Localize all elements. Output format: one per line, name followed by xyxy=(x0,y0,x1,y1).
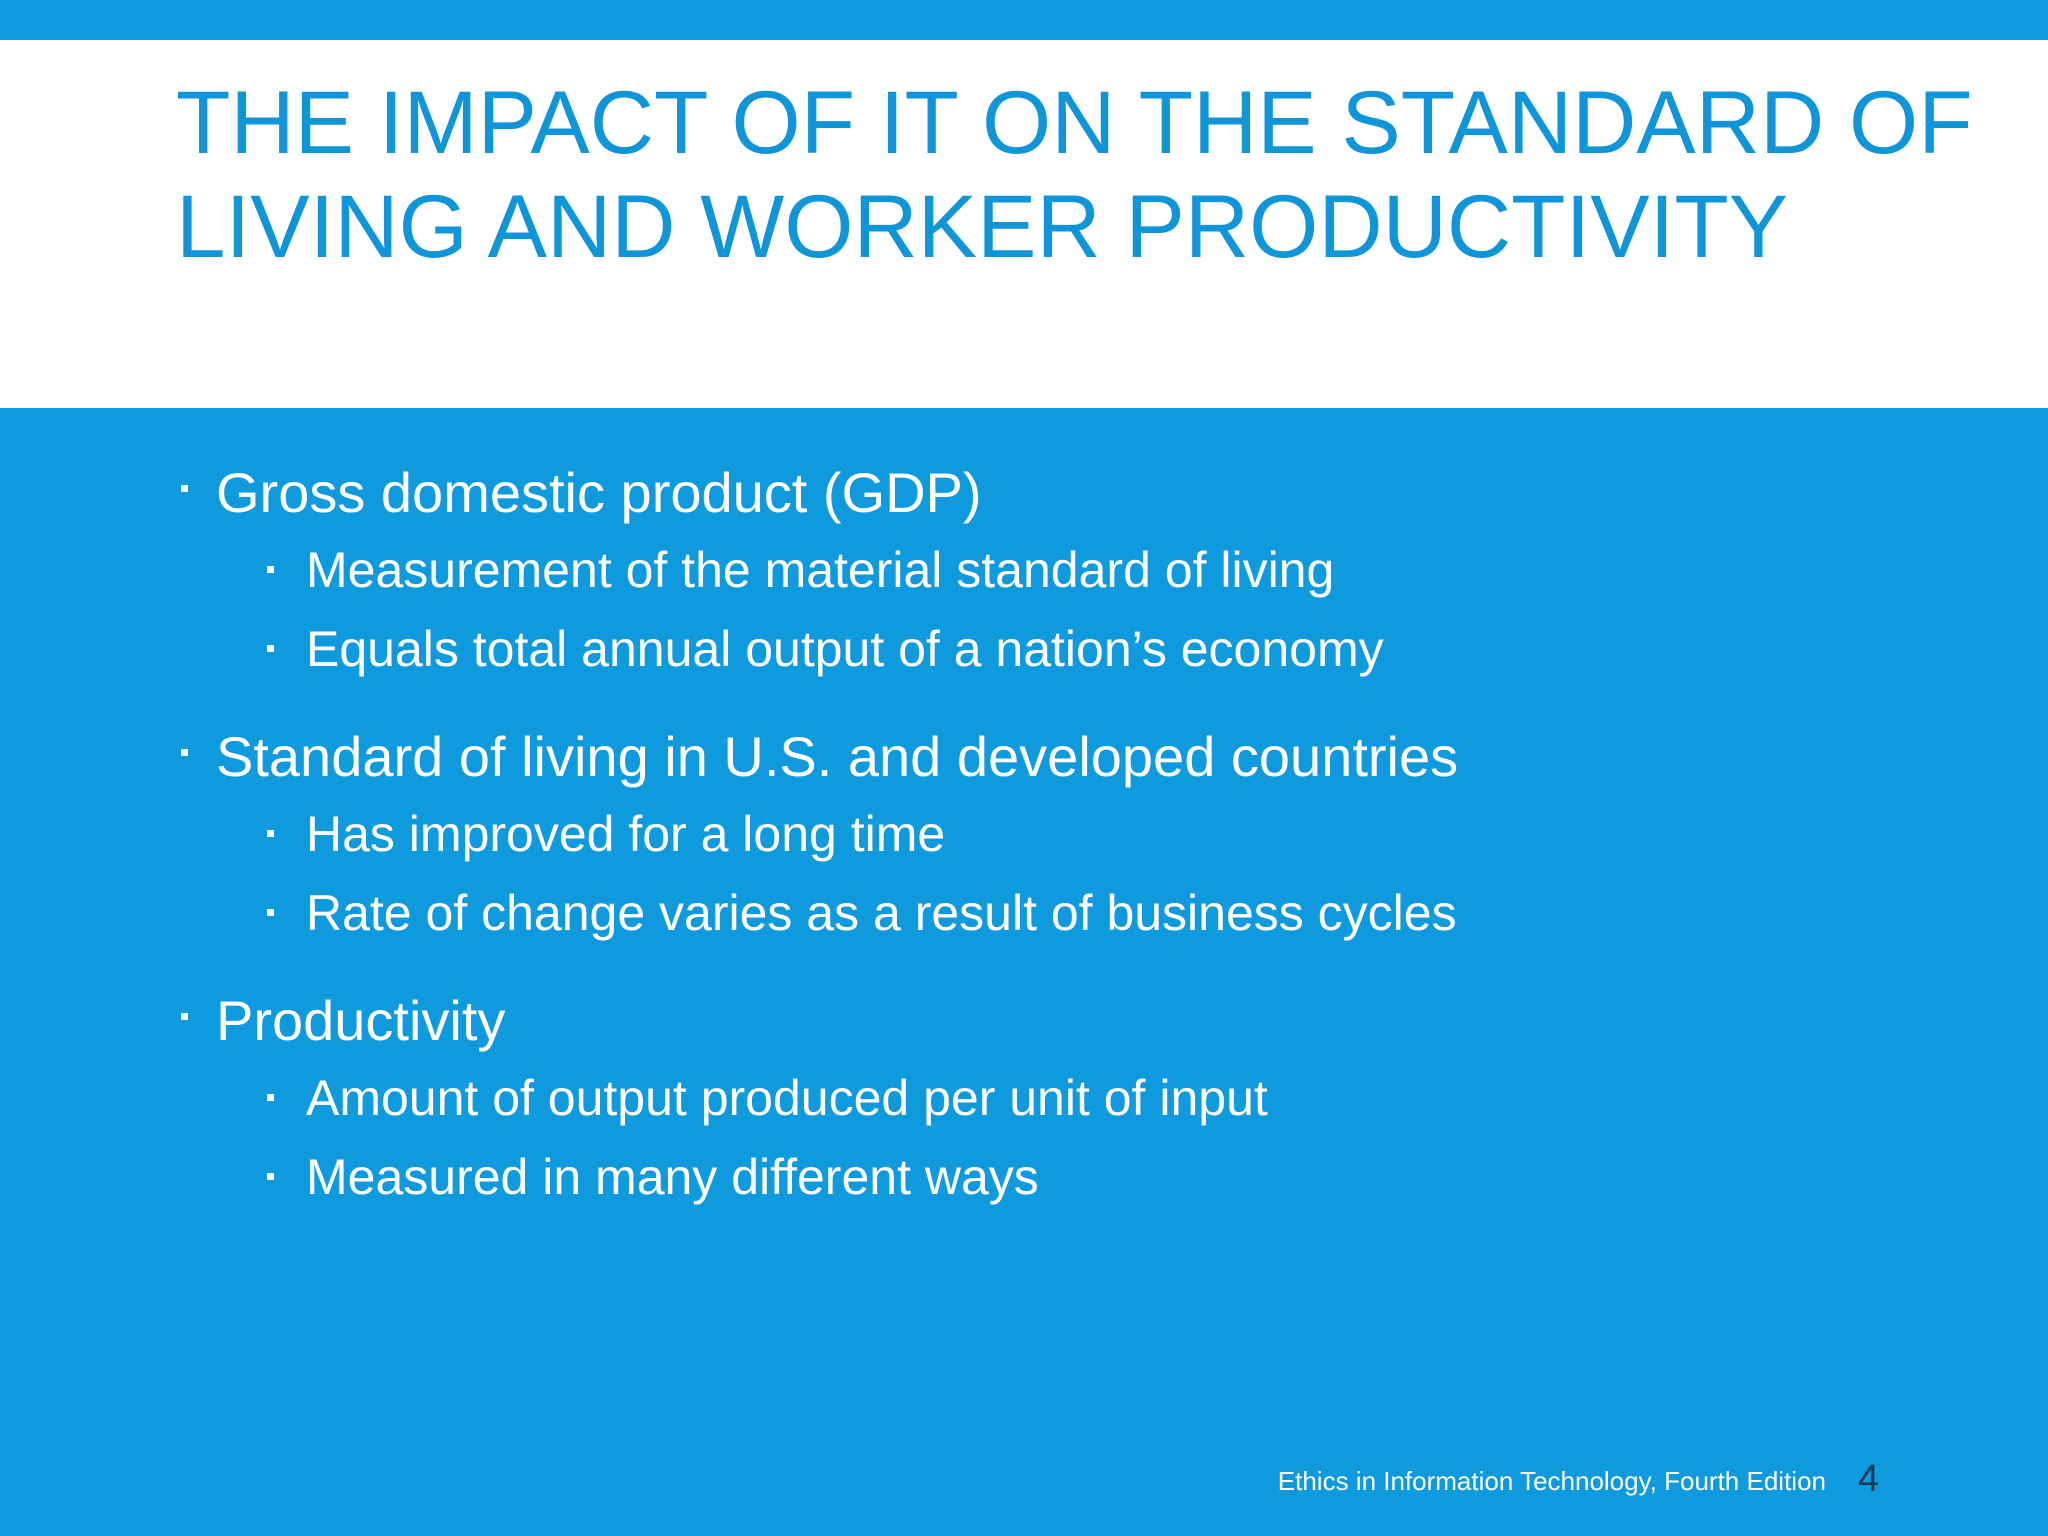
sub-bullet-text: Measurement of the material standard of … xyxy=(306,542,1335,598)
sub-bullet-text: Amount of output produced per unit of in… xyxy=(306,1070,1268,1126)
sub-bullet-text: Equals total annual output of a nation’s… xyxy=(306,621,1384,677)
slide-title: THE IMPACT OF IT ON THE STANDARD OF LIVI… xyxy=(176,72,1973,276)
square-bullet-icon xyxy=(181,485,188,492)
sub-bullet-list: Measurement of the material standard of … xyxy=(216,531,1926,689)
sub-bullet-list: Has improved for a long time Rate of cha… xyxy=(216,795,1926,953)
footer-text: Ethics in Information Technology, Fourth… xyxy=(1277,1466,1826,1496)
top-accent-bar xyxy=(0,0,2048,40)
title-band xyxy=(0,40,2048,408)
square-bullet-icon xyxy=(267,1094,274,1101)
sub-bullet-item: Measured in many different ways xyxy=(216,1138,1926,1217)
bullet-item: Productivity Amount of output produced p… xyxy=(176,983,1926,1217)
sub-bullet-item: Equals total annual output of a nation’s… xyxy=(216,610,1926,689)
sub-bullet-item: Rate of change varies as a result of bus… xyxy=(216,874,1926,953)
sub-bullet-text: Measured in many different ways xyxy=(306,1149,1039,1205)
sub-bullet-text: Rate of change varies as a result of bus… xyxy=(306,885,1457,941)
page-number: 4 xyxy=(1858,1458,1880,1500)
square-bullet-icon xyxy=(267,1173,274,1180)
sub-bullet-item: Amount of output produced per unit of in… xyxy=(216,1059,1926,1138)
sub-bullet-text: Has improved for a long time xyxy=(306,806,946,862)
bullet-text: Standard of living in U.S. and developed… xyxy=(216,725,1459,788)
square-bullet-icon xyxy=(267,830,274,837)
bullet-text: Gross domestic product (GDP) xyxy=(216,461,982,524)
square-bullet-icon xyxy=(267,566,274,573)
sub-bullet-item: Measurement of the material standard of … xyxy=(216,531,1926,610)
sub-bullet-item: Has improved for a long time xyxy=(216,795,1926,874)
content-band xyxy=(0,408,2048,1536)
sub-bullet-list: Amount of output produced per unit of in… xyxy=(216,1059,1926,1217)
bullet-item: Standard of living in U.S. and developed… xyxy=(176,719,1926,953)
bullet-list: Gross domestic product (GDP) Measurement… xyxy=(176,455,1926,1217)
bullet-text: Productivity xyxy=(216,989,506,1052)
square-bullet-icon xyxy=(181,1013,188,1020)
square-bullet-icon xyxy=(267,909,274,916)
bullet-item: Gross domestic product (GDP) Measurement… xyxy=(176,455,1926,689)
square-bullet-icon xyxy=(267,645,274,652)
square-bullet-icon xyxy=(181,749,188,756)
